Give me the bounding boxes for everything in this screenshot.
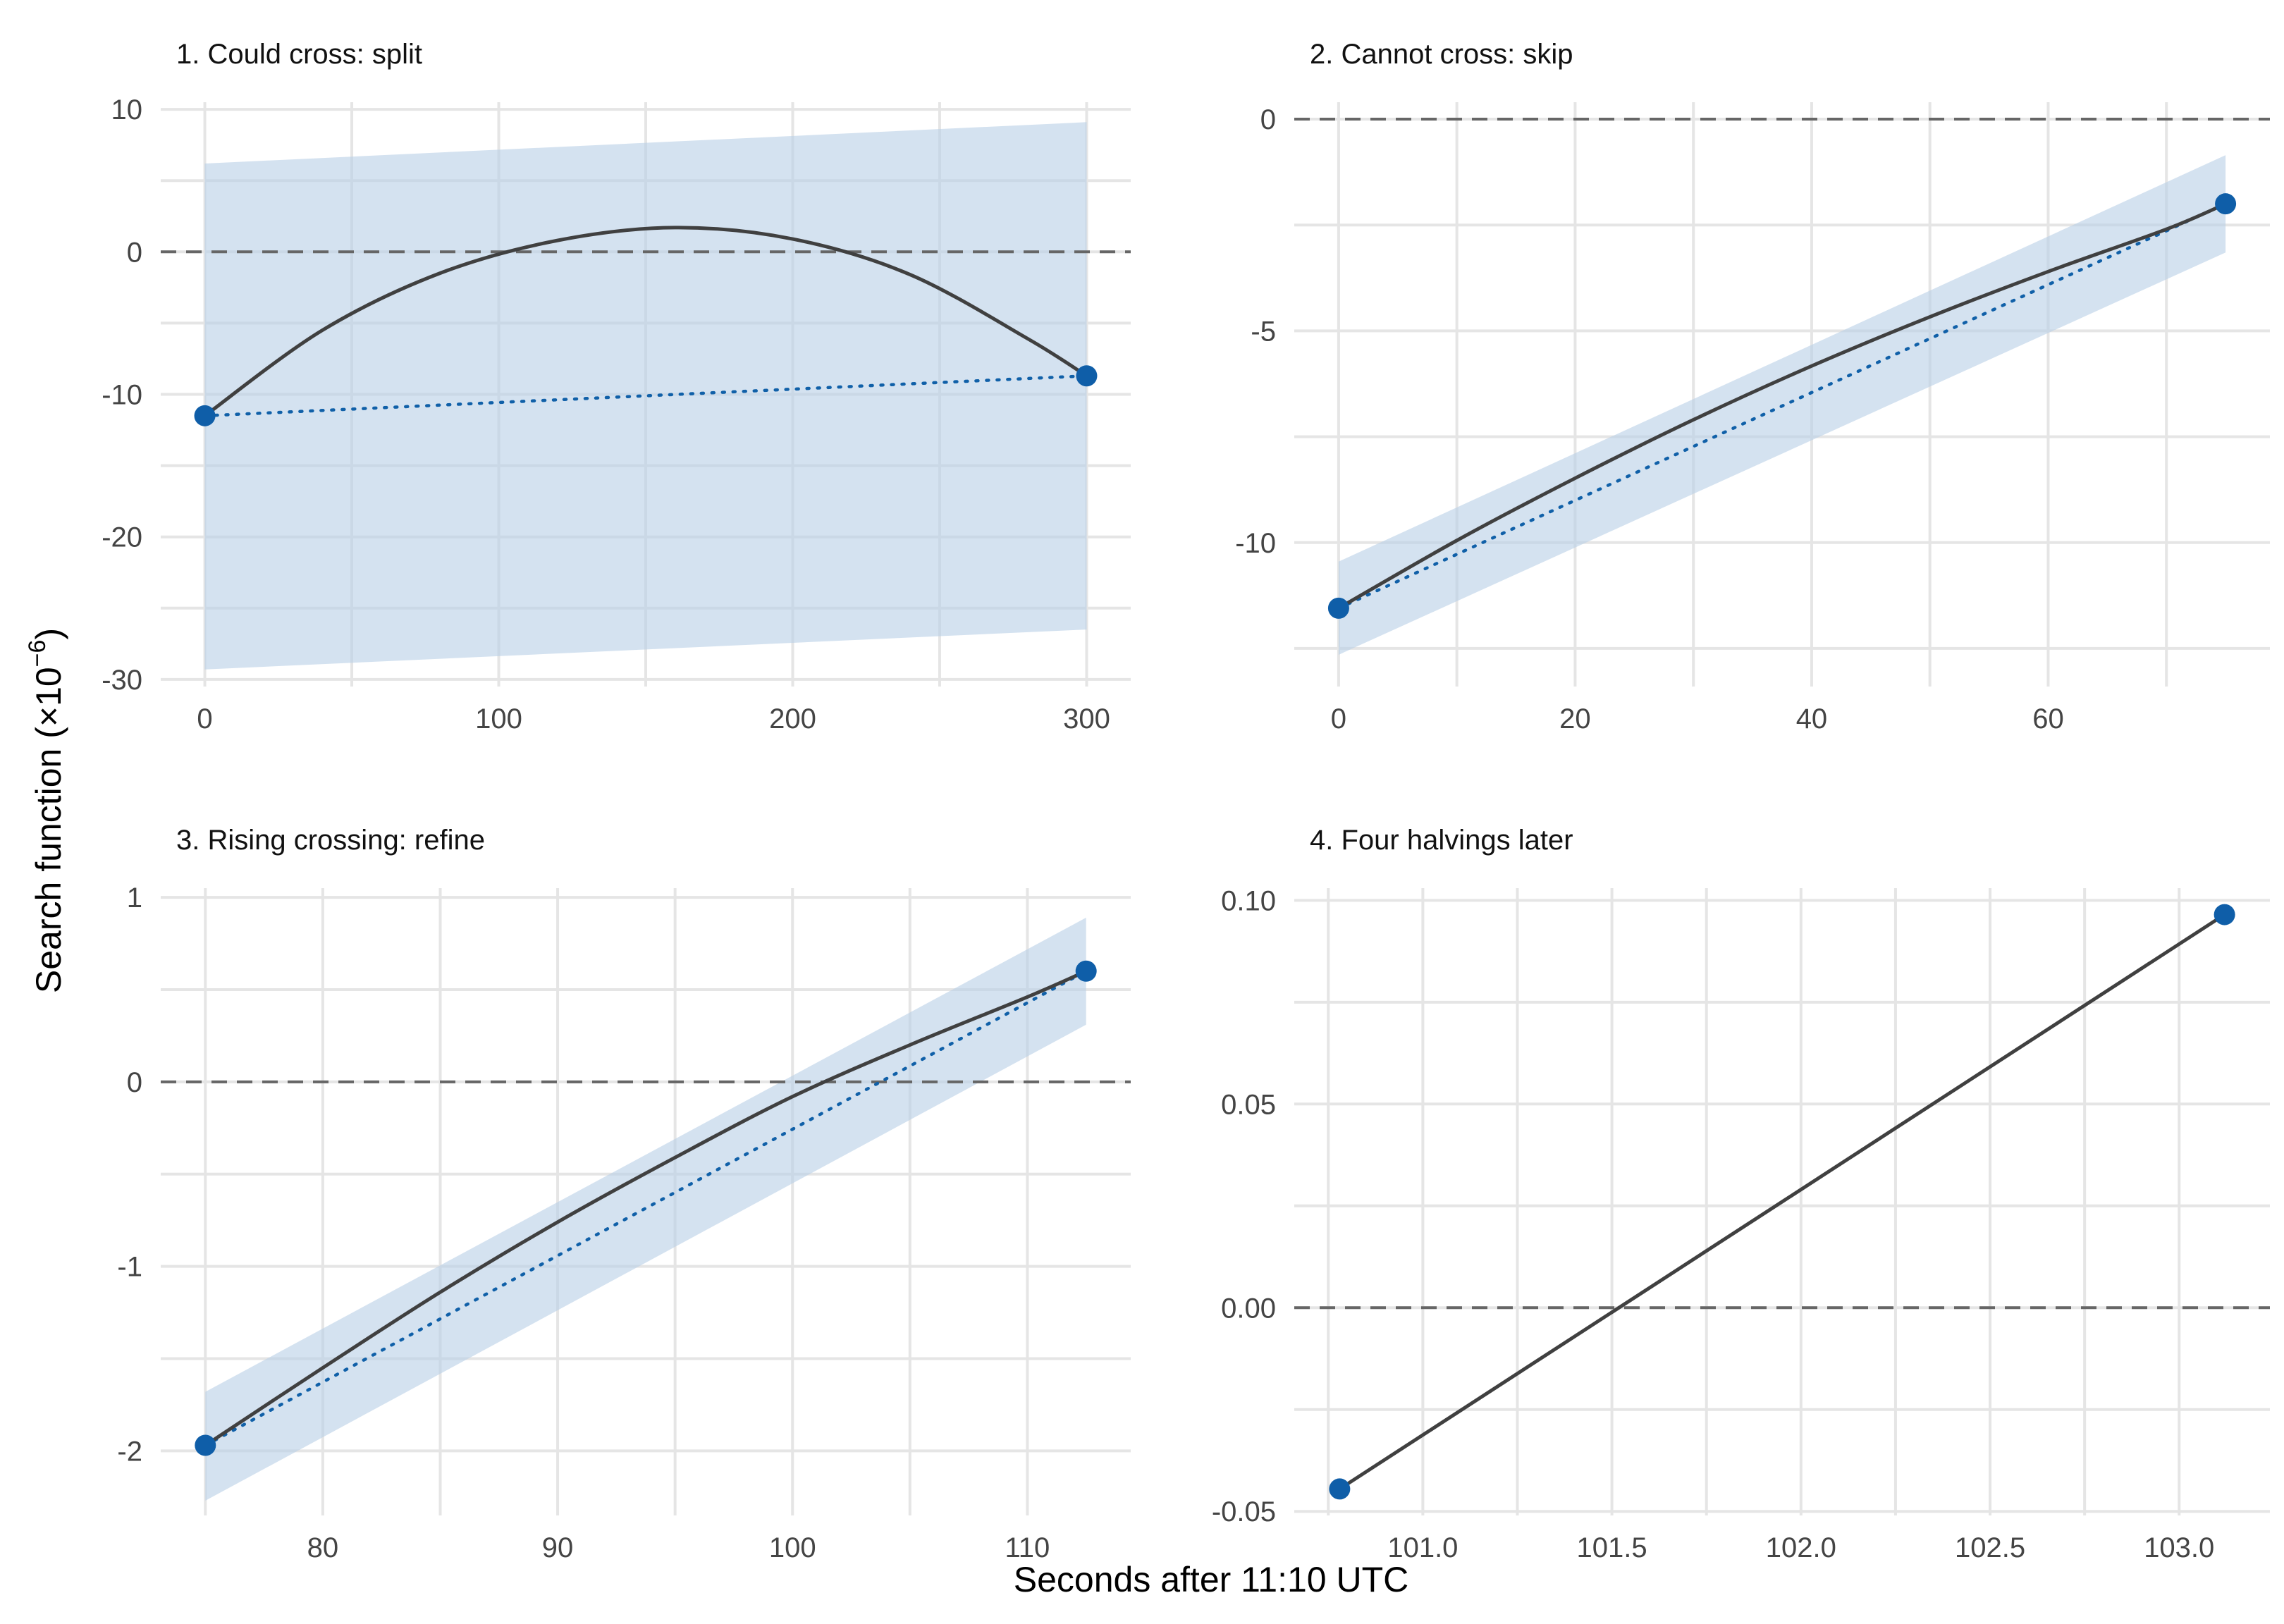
y-tick-label: -0.05 bbox=[1212, 1496, 1276, 1527]
y-tick-label: -2 bbox=[117, 1436, 142, 1467]
y-tick-label: -1 bbox=[117, 1252, 142, 1283]
endpoint-marker bbox=[1075, 960, 1097, 982]
x-axis-title: Seconds after 11:10 UTC bbox=[1014, 1560, 1408, 1599]
x-tick-label: 90 bbox=[542, 1532, 574, 1563]
x-tick-label: 100 bbox=[769, 1532, 816, 1563]
x-tick-label: 102.5 bbox=[1955, 1532, 2025, 1563]
y-tick-label: -10 bbox=[1235, 528, 1276, 559]
x-tick-label: 101.5 bbox=[1577, 1532, 1647, 1563]
y-axis-title: Search function (×10−6) bbox=[24, 628, 68, 993]
y-tick-label: -10 bbox=[102, 380, 142, 411]
chord-line bbox=[203, 374, 1088, 418]
endpoint-marker bbox=[1076, 365, 1098, 387]
y-tick-label: -5 bbox=[1251, 316, 1276, 347]
panel-title: 1. Could cross: split bbox=[176, 39, 422, 70]
y-tick-label: 1 bbox=[127, 882, 142, 914]
x-tick-label: 40 bbox=[1796, 703, 1828, 734]
search-function-curve bbox=[1339, 913, 2225, 1491]
y-tick-label: 0.00 bbox=[1221, 1293, 1276, 1324]
endpoint-marker bbox=[2214, 904, 2235, 925]
search-function-curve bbox=[204, 226, 1088, 417]
panel-3: 80 90 100 110 1 0 -1 -2 3. Rising crossing: refi… bbox=[117, 825, 1131, 1563]
x-tick-label: 0 bbox=[197, 703, 212, 734]
y-axis-title-close: ) bbox=[29, 628, 68, 640]
y-axis-title-text: Search function (×10 bbox=[29, 667, 68, 993]
y-tick-label: 10 bbox=[111, 94, 143, 125]
panel-title: 3. Rising crossing: refine bbox=[176, 825, 485, 856]
endpoint-marker bbox=[195, 1434, 216, 1456]
x-tick-label: 110 bbox=[1005, 1532, 1050, 1563]
x-tick-label: 200 bbox=[769, 703, 816, 734]
y-axis-title-exponent: −6 bbox=[24, 640, 51, 668]
x-tick-label: 102.0 bbox=[1766, 1532, 1836, 1563]
y-tick-label: 0 bbox=[1260, 104, 1276, 135]
y-tick-label: 0.05 bbox=[1221, 1089, 1276, 1120]
endpoint-marker bbox=[194, 405, 216, 426]
x-tick-label: 20 bbox=[1559, 703, 1591, 734]
y-tick-label: -20 bbox=[102, 522, 142, 553]
x-tick-label: 0 bbox=[1331, 703, 1346, 734]
search-function-curve bbox=[1337, 202, 2227, 610]
panel-title: 4. Four halvings later bbox=[1310, 825, 1573, 856]
y-tick-label: 0 bbox=[127, 1067, 142, 1098]
panel-4: 101.0 101.5 102.0 102.5 103.0 0.10 0.05 0.00 -0.… bbox=[1212, 825, 2270, 1563]
chord-line bbox=[1337, 202, 2228, 610]
endpoint-marker bbox=[2215, 193, 2237, 215]
x-tick-label: 300 bbox=[1063, 703, 1110, 734]
uncertainty-band bbox=[204, 122, 1087, 670]
x-tick-label: 101.0 bbox=[1387, 1532, 1458, 1563]
y-tick-label: -30 bbox=[102, 665, 142, 696]
endpoint-marker bbox=[1327, 597, 1349, 619]
x-tick-label: 60 bbox=[2032, 703, 2064, 734]
panel-2: 0 20 40 60 0 -5 -10 2. Cannot cross: skip bbox=[1235, 39, 2270, 734]
x-tick-label: 100 bbox=[475, 703, 522, 734]
x-tick-label: 80 bbox=[307, 1532, 339, 1563]
x-tick-label: 103.0 bbox=[2144, 1532, 2214, 1563]
y-tick-label: 0 bbox=[127, 237, 142, 268]
search-function-curve bbox=[204, 969, 1087, 1447]
panel-title: 2. Cannot cross: skip bbox=[1310, 39, 1573, 70]
endpoint-marker bbox=[1329, 1478, 1351, 1500]
y-tick-label: 0.10 bbox=[1221, 885, 1276, 916]
chord-line bbox=[204, 969, 1088, 1447]
